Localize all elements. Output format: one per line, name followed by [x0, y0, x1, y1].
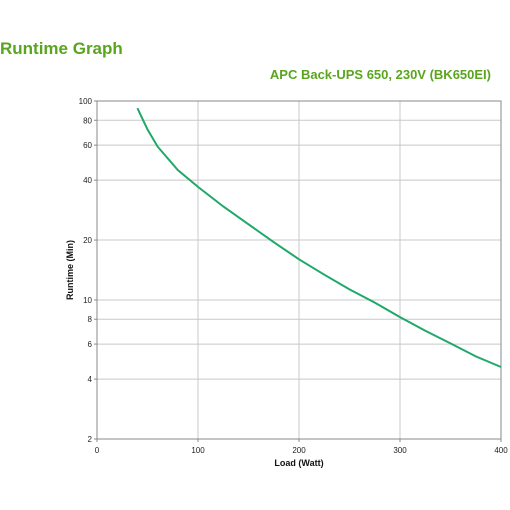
y-tick-label: 100	[79, 97, 93, 106]
tick-label-layer: 0 100 200 300 400 2 4 6 8 10 20 40 60 80 100	[79, 97, 509, 455]
y-tick-label: 60	[83, 141, 92, 150]
page-title: Runtime Graph	[0, 39, 123, 58]
x-tick-label: 0	[95, 446, 100, 455]
x-tick-label: 200	[292, 446, 306, 455]
y-tick-label: 2	[88, 435, 93, 444]
y-tick-label: 10	[83, 296, 92, 305]
x-tick-label: 300	[393, 446, 407, 455]
y-tick-label: 40	[83, 176, 92, 185]
x-tick-label: 400	[494, 446, 508, 455]
runtime-curve	[136, 107, 502, 368]
y-tick-label: 6	[88, 340, 93, 349]
chart-title: APC Back-UPS 650, 230V (BK650EI)	[269, 67, 491, 82]
y-tick-label: 4	[88, 375, 93, 384]
x-axis-title: Load (Watt)	[274, 458, 323, 468]
y-tick-label: 80	[83, 116, 92, 125]
y-tick-label: 20	[83, 236, 92, 245]
grid-layer	[97, 101, 501, 439]
y-axis-title: Runtime (Min)	[65, 240, 75, 300]
y-tick-label: 8	[88, 315, 93, 324]
x-tick-label: 100	[191, 446, 205, 455]
